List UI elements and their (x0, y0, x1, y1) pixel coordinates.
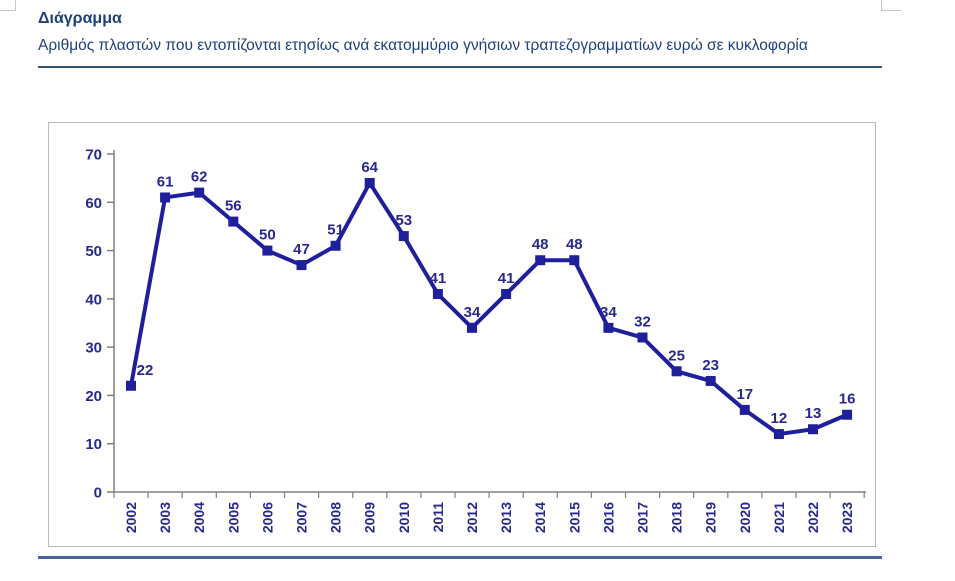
data-label-2012: 34 (464, 304, 481, 321)
y-tick-label: 60 (85, 195, 102, 212)
data-point-2023 (842, 409, 853, 420)
data-label-2020: 17 (736, 386, 753, 403)
x-label-2006: 2006 (259, 502, 275, 533)
data-label-2019: 23 (702, 357, 719, 374)
data-label-2016: 34 (600, 304, 617, 321)
data-point-2021 (773, 429, 784, 440)
data-label-2002: 22 (137, 362, 154, 379)
data-label-2006: 50 (259, 227, 276, 244)
y-tick-label: 50 (85, 243, 102, 260)
chart-box: 0 10 20 30 40 50 60 70 2002 2003 2004 2005 2006 2007 2… (48, 122, 876, 547)
data-point-2015 (569, 255, 580, 266)
y-tick-label: 40 (85, 291, 102, 308)
y-tick-label: 20 (85, 388, 102, 405)
x-label-2015: 2015 (566, 502, 582, 533)
y-tick-label: 30 (85, 340, 102, 357)
y-tick-label: 10 (85, 436, 102, 453)
y-tick-label: 70 (85, 147, 102, 164)
x-label-2023: 2023 (839, 502, 855, 533)
x-label-2021: 2021 (771, 502, 787, 533)
x-label-2011: 2011 (430, 502, 446, 533)
bottom-divider-rule (38, 556, 882, 559)
series-line (129, 180, 850, 437)
x-label-2022: 2022 (805, 502, 821, 533)
x-label-2009: 2009 (362, 502, 378, 533)
x-label-2005: 2005 (225, 502, 241, 533)
title-divider-rule (38, 66, 882, 68)
data-point-2017 (637, 332, 648, 343)
x-label-2002: 2002 (123, 502, 139, 533)
data-point-2003 (160, 192, 171, 203)
data-point-2020 (739, 404, 750, 415)
data-point-2007 (296, 260, 307, 271)
data-point-2004 (194, 187, 205, 198)
data-point-2018 (671, 366, 682, 377)
y-tick-label: 0 (94, 485, 102, 502)
data-point-2005 (228, 216, 239, 227)
table-corner-mark-left (0, 0, 16, 11)
data-label-2021: 12 (771, 410, 788, 427)
data-label-2003: 61 (157, 173, 174, 190)
data-point-2012 (467, 322, 477, 333)
data-point-2008 (330, 240, 341, 251)
x-label-2008: 2008 (328, 502, 344, 533)
data-label-2011: 41 (430, 270, 447, 287)
chart-header: Διάγραμμα Αριθμός πλαστών που εντοπίζοντ… (38, 8, 882, 68)
x-label-2007: 2007 (294, 502, 310, 533)
data-point-2011 (432, 289, 443, 300)
data-label-2017: 32 (634, 313, 651, 330)
data-point-2002 (126, 380, 136, 391)
x-label-2014: 2014 (532, 502, 548, 533)
data-label-2010: 53 (395, 212, 412, 229)
data-point-2019 (705, 375, 716, 386)
data-label-2023: 16 (839, 391, 856, 408)
data-point-2022 (808, 424, 818, 435)
x-label-2004: 2004 (191, 502, 207, 533)
data-point-2013 (501, 289, 512, 300)
data-label-2007: 47 (293, 241, 310, 258)
x-label-2010: 2010 (396, 502, 412, 533)
data-point-2016 (603, 322, 614, 333)
x-label-2013: 2013 (498, 502, 514, 533)
chart-title: Διάγραμμα (38, 10, 122, 27)
data-point-2009 (364, 177, 375, 188)
x-label-2018: 2018 (669, 502, 685, 533)
x-label-2019: 2019 (703, 502, 719, 533)
x-label-2003: 2003 (157, 502, 173, 533)
x-label-2012: 2012 (464, 502, 480, 533)
data-point-2006 (262, 245, 273, 256)
chart-subtitle: Αριθμός πλαστών που εντοπίζονται ετησίως… (38, 37, 808, 54)
data-label-2008: 51 (327, 222, 344, 239)
data-label-2013: 41 (498, 270, 515, 287)
line-chart: 0 10 20 30 40 50 60 70 2002 2003 2004 2005 2006 2007 2… (85, 147, 867, 533)
data-label-2018: 25 (668, 347, 685, 364)
data-label-2014: 48 (532, 236, 549, 253)
data-label-2004: 62 (191, 169, 208, 186)
data-label-2009: 64 (361, 159, 378, 176)
table-corner-mark-right (881, 0, 901, 11)
data-label-2015: 48 (566, 236, 583, 253)
data-point-2010 (398, 231, 409, 242)
x-label-2016: 2016 (600, 502, 616, 533)
data-point-2014 (535, 255, 546, 266)
x-label-2020: 2020 (737, 502, 753, 533)
x-label-2017: 2017 (635, 502, 651, 533)
data-label-2022: 13 (805, 405, 822, 422)
data-label-2005: 56 (225, 198, 242, 215)
